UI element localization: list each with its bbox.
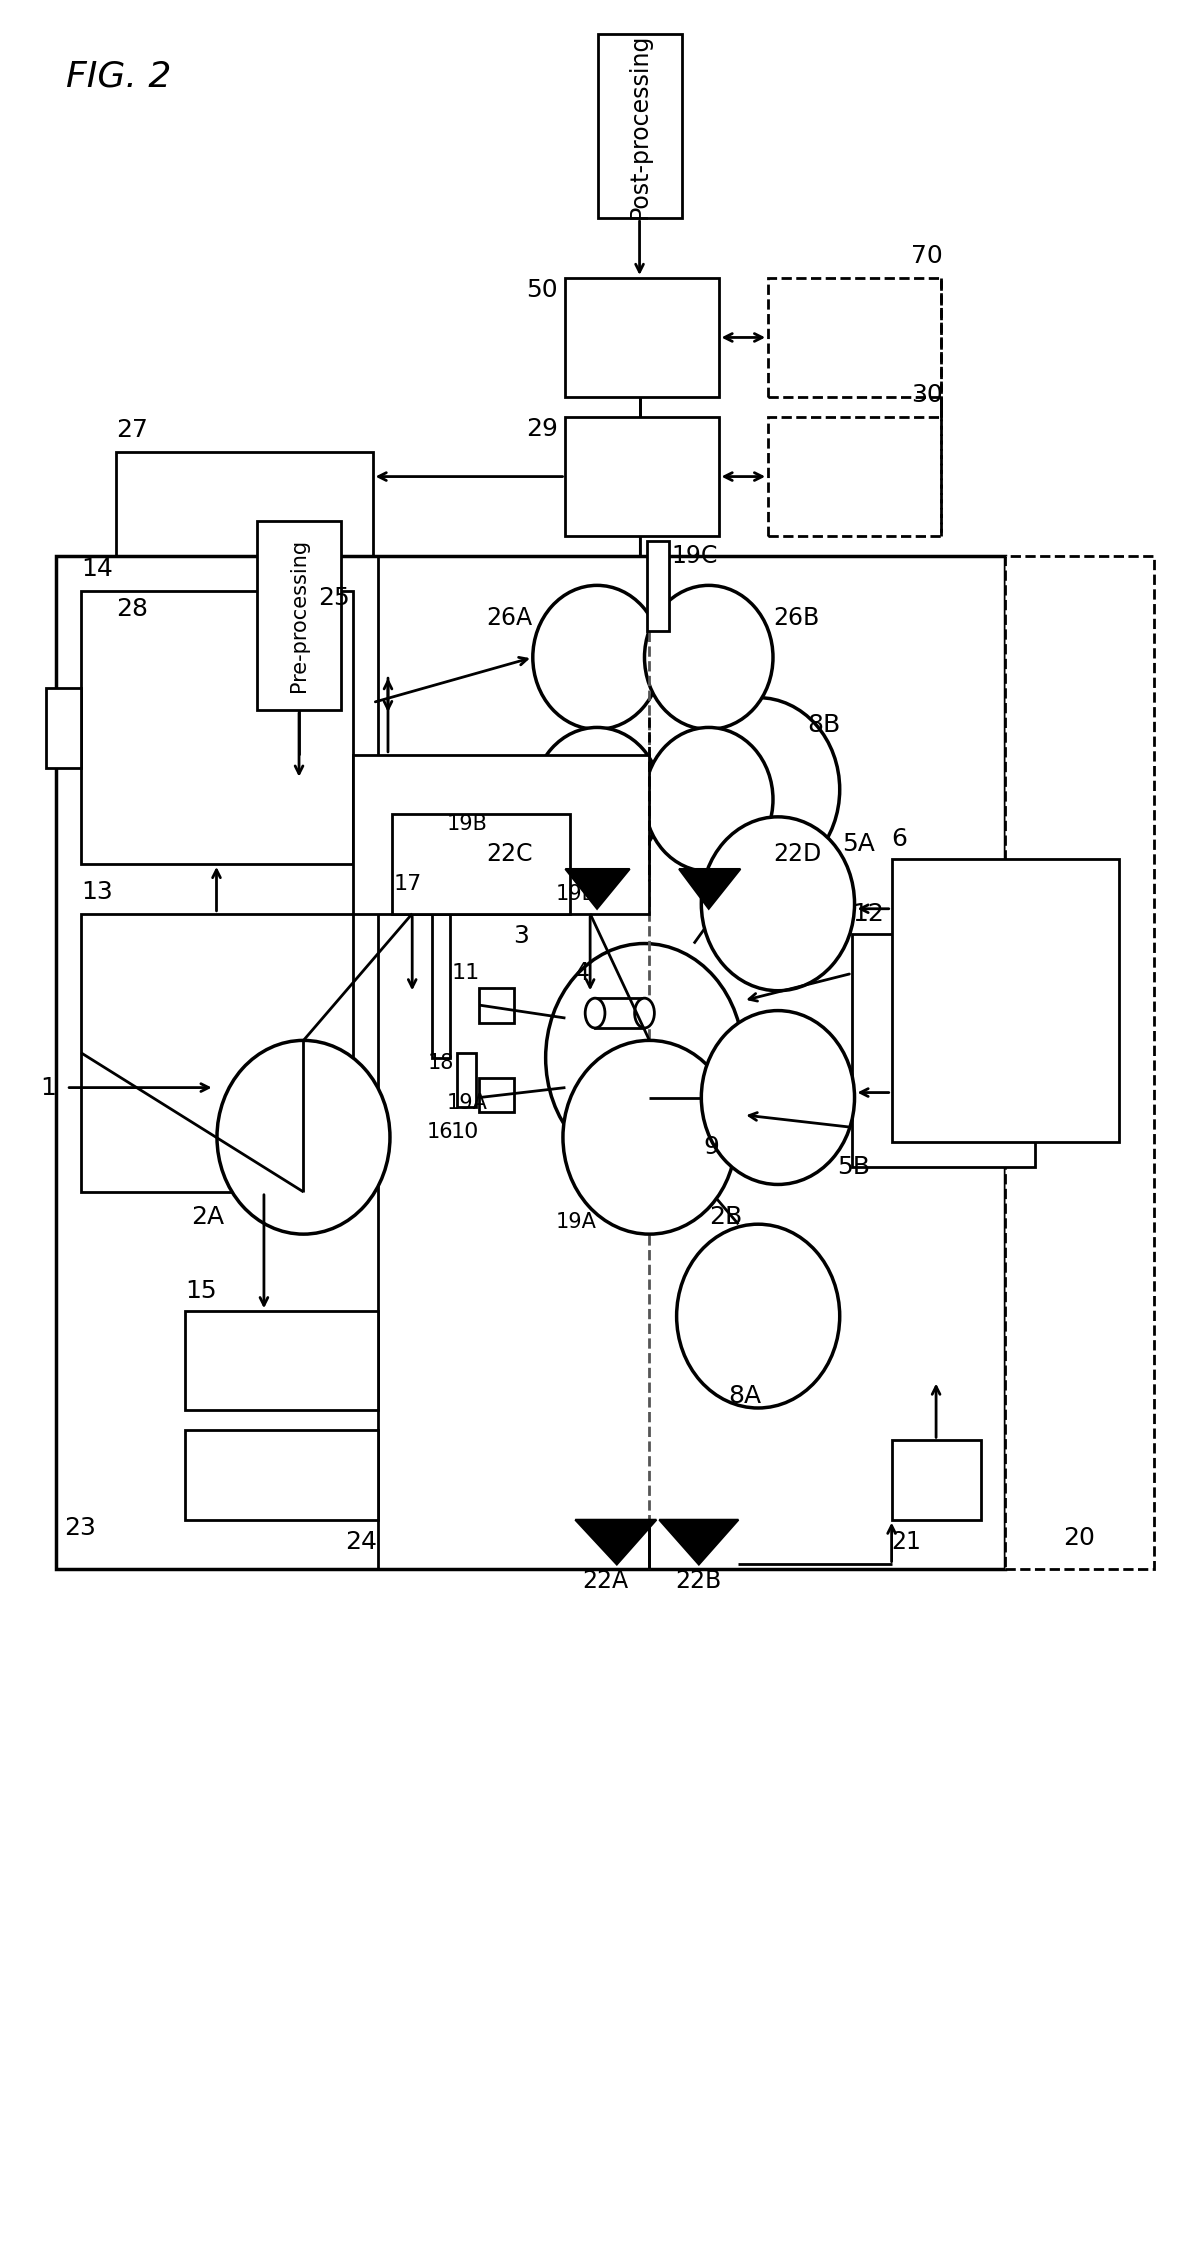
Text: 20: 20: [1064, 1525, 1095, 1549]
Ellipse shape: [546, 944, 743, 1171]
Text: 16: 16: [427, 1121, 453, 1142]
Bar: [892, 858, 1119, 1142]
Ellipse shape: [218, 1040, 389, 1234]
Ellipse shape: [701, 817, 855, 991]
Text: 14: 14: [81, 556, 113, 581]
Text: 4: 4: [575, 962, 590, 986]
Bar: [185, 1311, 377, 1410]
Bar: [648, 540, 670, 631]
Bar: [1005, 556, 1154, 1570]
Bar: [432, 878, 450, 1058]
Text: 28: 28: [115, 597, 148, 622]
Text: Post-processing: Post-processing: [627, 34, 651, 218]
Text: 21: 21: [892, 1529, 922, 1554]
Bar: [257, 520, 341, 709]
Bar: [47, 689, 81, 768]
Text: 26A: 26A: [487, 606, 532, 631]
Text: 22C: 22C: [487, 842, 532, 867]
Ellipse shape: [644, 727, 773, 872]
Text: 12: 12: [852, 901, 883, 926]
Ellipse shape: [635, 998, 654, 1027]
Text: 6: 6: [892, 826, 908, 851]
Text: Pre-processing: Pre-processing: [288, 538, 309, 691]
Text: 22A: 22A: [582, 1570, 627, 1594]
Bar: [480, 989, 514, 1022]
Text: 19C: 19C: [671, 545, 718, 568]
Bar: [599, 34, 682, 218]
Text: 11: 11: [451, 964, 480, 984]
Bar: [892, 1441, 981, 1520]
Bar: [81, 590, 353, 865]
Bar: [768, 277, 941, 396]
Text: 50: 50: [526, 277, 558, 302]
Ellipse shape: [701, 1011, 855, 1185]
Polygon shape: [565, 869, 630, 910]
Text: FIG. 2: FIG. 2: [66, 59, 172, 92]
Text: 9: 9: [704, 1135, 720, 1160]
Text: 10: 10: [451, 1121, 480, 1142]
Bar: [353, 754, 649, 914]
Text: 22B: 22B: [676, 1570, 722, 1594]
Bar: [480, 1079, 514, 1112]
Bar: [115, 631, 373, 775]
Text: 15: 15: [185, 1279, 216, 1304]
Ellipse shape: [532, 586, 661, 730]
Text: 17: 17: [394, 874, 422, 894]
Bar: [56, 556, 1005, 1570]
Bar: [565, 417, 719, 536]
Text: 3: 3: [513, 923, 529, 948]
Text: 5B: 5B: [838, 1155, 870, 1180]
Ellipse shape: [563, 1040, 736, 1234]
Text: 13: 13: [81, 881, 113, 903]
Text: 2B: 2B: [709, 1205, 742, 1230]
Text: 19A: 19A: [447, 1092, 488, 1112]
Text: 30: 30: [911, 383, 944, 408]
Bar: [392, 815, 571, 914]
Text: 18: 18: [428, 1052, 453, 1072]
Text: 23: 23: [64, 1516, 96, 1540]
Text: 8A: 8A: [728, 1383, 762, 1408]
Bar: [595, 998, 644, 1027]
Polygon shape: [576, 1520, 656, 1565]
Polygon shape: [660, 1520, 738, 1565]
Text: 26B: 26B: [773, 606, 820, 631]
Bar: [81, 914, 353, 1191]
Text: 25: 25: [319, 586, 350, 610]
Polygon shape: [679, 869, 740, 910]
Text: 8B: 8B: [808, 714, 841, 736]
Text: 70: 70: [911, 243, 944, 268]
Bar: [115, 453, 373, 606]
Bar: [565, 277, 719, 396]
Bar: [768, 417, 941, 536]
Ellipse shape: [677, 698, 840, 881]
Text: 29: 29: [525, 417, 558, 441]
Text: 27: 27: [115, 419, 148, 441]
Text: 2A: 2A: [191, 1205, 225, 1230]
Text: 19A: 19A: [555, 1212, 596, 1232]
Text: 22D: 22D: [773, 842, 821, 867]
Text: 19B: 19B: [555, 883, 596, 903]
Text: 1: 1: [41, 1076, 56, 1099]
Ellipse shape: [532, 727, 661, 872]
Ellipse shape: [585, 998, 605, 1027]
Bar: [457, 1054, 476, 1108]
Text: 19B: 19B: [447, 815, 488, 833]
Ellipse shape: [677, 1225, 840, 1408]
Text: 5A: 5A: [843, 833, 875, 856]
Ellipse shape: [644, 586, 773, 730]
Text: 24: 24: [346, 1529, 377, 1554]
Bar: [852, 935, 1035, 1167]
Bar: [185, 1430, 377, 1520]
